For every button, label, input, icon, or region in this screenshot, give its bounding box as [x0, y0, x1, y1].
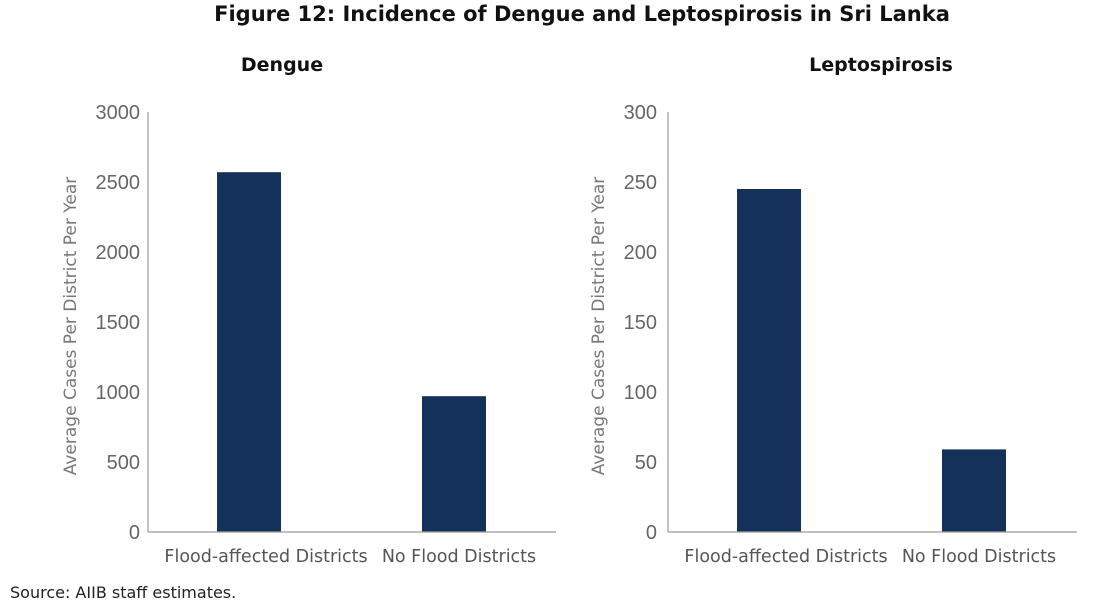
dengue-title: Dengue: [241, 54, 323, 76]
leptospirosis-y-tick-label: 250: [624, 172, 657, 194]
dengue-y-axis-title: Average Cases Per District Per Year: [61, 177, 81, 476]
leptospirosis-y-tick-label: 100: [624, 382, 657, 404]
dengue-y-tick-label: 0: [129, 522, 140, 544]
leptospirosis-title: Leptospirosis: [809, 54, 953, 76]
leptospirosis-category-label: No Flood Districts: [902, 547, 1056, 567]
source-note: Source: AIIB staff estimates.: [10, 583, 237, 602]
leptospirosis-y-tick-label: 0: [646, 522, 657, 544]
leptospirosis-bar-no-flood-districts: [942, 449, 1006, 532]
dengue-y-tick-label: 1500: [96, 312, 141, 334]
dengue-y-tick-label: 2500: [96, 172, 141, 194]
leptospirosis-bar-flood-affected-districts: [737, 189, 801, 532]
dengue-y-tick-label: 2000: [96, 242, 141, 264]
leptospirosis-y-tick-label: 50: [635, 452, 657, 474]
figure-title: Figure 12: Incidence of Dengue and Lepto…: [214, 2, 950, 26]
leptospirosis-y-tick-label: 300: [624, 102, 657, 124]
leptospirosis-y-axis-title: Average Cases Per District Per Year: [589, 177, 609, 476]
dengue-y-tick-label: 3000: [96, 102, 141, 124]
dengue-y-tick-label: 1000: [96, 382, 141, 404]
leptospirosis-category-label: Flood-affected Districts: [684, 547, 887, 567]
leptospirosis-y-tick-label: 150: [624, 312, 657, 334]
dengue-category-label: Flood-affected Districts: [164, 547, 367, 567]
leptospirosis-y-tick-label: 200: [624, 242, 657, 264]
dengue-bar-flood-affected-districts: [217, 172, 281, 532]
dengue-y-tick-label: 500: [107, 452, 140, 474]
dengue-category-label: No Flood Districts: [382, 547, 536, 567]
dengue-bar-no-flood-districts: [422, 396, 486, 532]
